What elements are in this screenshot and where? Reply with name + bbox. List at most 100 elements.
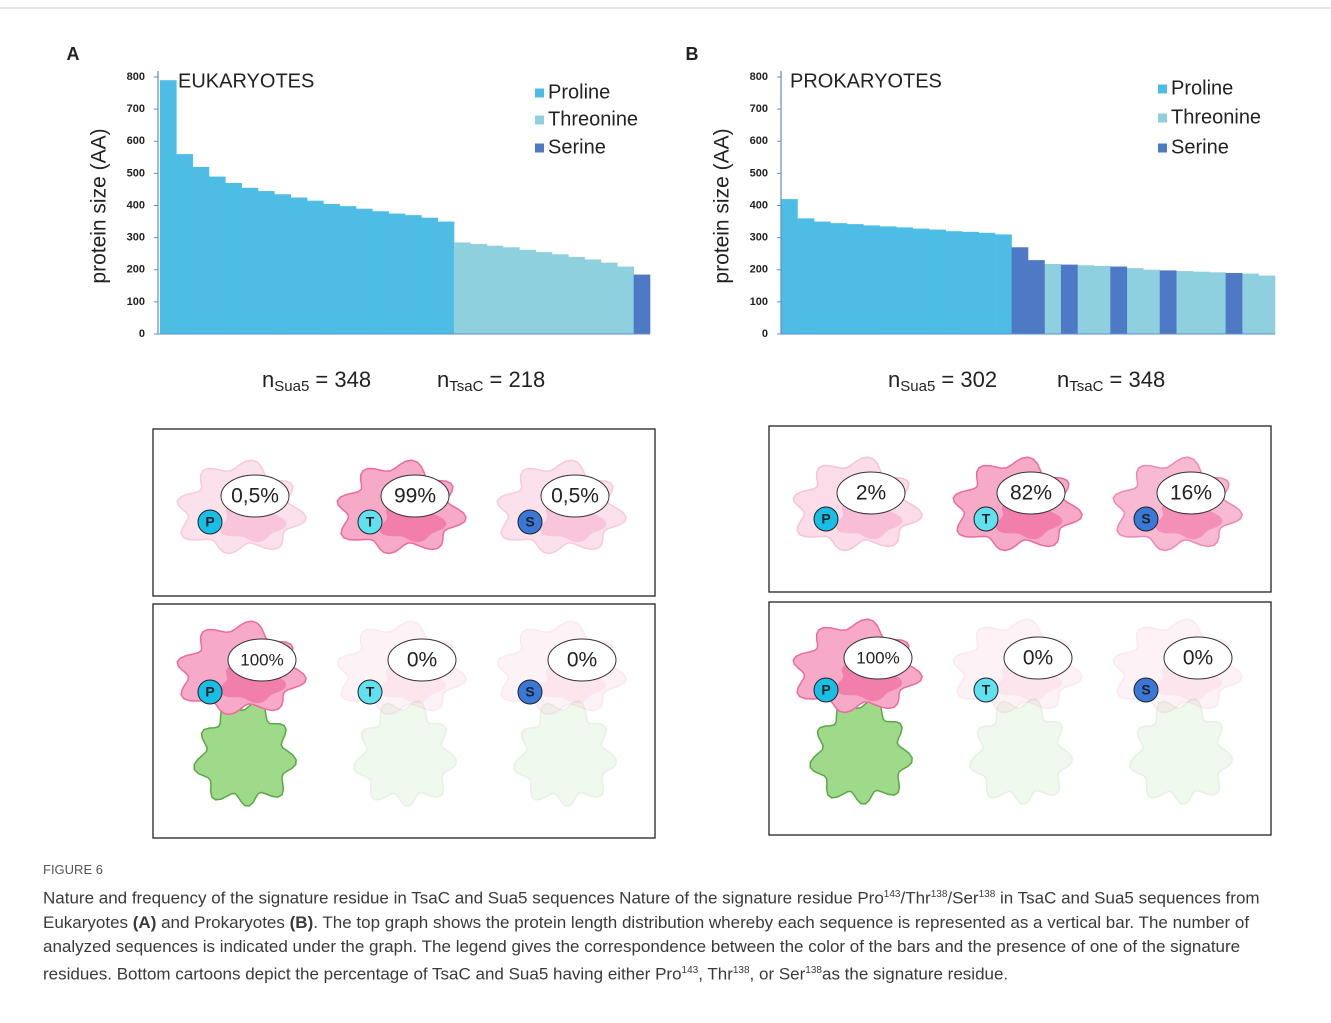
count-subscript: Sua5 (900, 378, 935, 395)
legend-label: Serine (548, 136, 606, 158)
y-tick-label: 600 (750, 135, 768, 147)
caption-segment: , or Ser (750, 964, 806, 983)
bar (421, 218, 438, 334)
count-label: nSua5 = 302 (888, 367, 997, 395)
partner-protein (354, 701, 456, 806)
percent-label: 0% (567, 649, 597, 672)
count-symbol: n (437, 367, 449, 392)
legend-label: Proline (548, 81, 610, 103)
chart-title: PROKARYOTES (790, 70, 942, 92)
y-tick-label: 800 (127, 71, 145, 83)
residue-letter: S (1141, 511, 1150, 527)
bar (568, 257, 585, 334)
count-value: = 348 (309, 367, 371, 392)
bar (1044, 264, 1061, 334)
percent-label: 0,5% (231, 485, 279, 508)
caption-segment: 138 (805, 965, 822, 976)
bar (242, 188, 259, 334)
legend-swatch (535, 144, 544, 153)
bar (634, 275, 651, 334)
bar (797, 218, 814, 334)
residue-letter: T (982, 682, 991, 698)
bar (503, 247, 520, 334)
caption: FIGURE 6 Nature and frequency of the sig… (43, 862, 1298, 986)
residue-letter: T (982, 511, 991, 527)
legend-swatch (1158, 144, 1167, 153)
bar (814, 222, 831, 334)
residue-letter: P (821, 682, 830, 698)
legend-label: Proline (1171, 77, 1233, 99)
legend-label: Threonine (548, 108, 638, 130)
bar (307, 201, 324, 334)
bar (896, 227, 913, 334)
y-tick-label: 0 (139, 328, 145, 340)
legend-swatch (1158, 85, 1167, 94)
bar (274, 194, 291, 334)
caption-segment: Nature and frequency of the signature re… (43, 889, 884, 908)
bar (1176, 271, 1193, 334)
bar (519, 250, 536, 334)
panel-label: A (67, 44, 80, 64)
y-tick-label: 100 (750, 296, 768, 308)
bar (1028, 260, 1045, 334)
y-axis-label: protein size (AA) (711, 128, 734, 283)
residue-letter: S (525, 684, 534, 700)
bar (830, 223, 847, 334)
bar (847, 224, 864, 334)
bar (929, 230, 946, 334)
y-tick-label: 500 (750, 167, 768, 179)
percent-label: 99% (394, 485, 436, 508)
chart-title: EUKARYOTES (178, 70, 314, 92)
bar (209, 177, 226, 334)
caption-segment: (A) (133, 913, 157, 932)
caption-segment: (B) (290, 913, 314, 932)
bar (1160, 270, 1177, 334)
bar (225, 183, 242, 334)
partner-protein (810, 699, 912, 804)
bar (1012, 247, 1029, 334)
legend-swatch (535, 89, 544, 98)
caption-segment: 143 (884, 889, 901, 900)
y-tick-label: 300 (127, 232, 145, 244)
count-value: = 218 (483, 367, 545, 392)
y-tick-label: 700 (127, 103, 145, 115)
page: {"chart_data": [ {"type": "bar", "panel_… (0, 0, 1331, 1023)
bar (946, 231, 963, 334)
count-subscript: TsaC (449, 378, 483, 395)
caption-segment: 138 (979, 889, 996, 900)
legend-swatch (1158, 114, 1167, 123)
percent-label: 0% (407, 649, 437, 672)
bar (323, 204, 340, 334)
caption-segment: , Thr (698, 964, 733, 983)
residue-letter: S (1141, 682, 1150, 698)
percent-label: 2% (856, 482, 886, 505)
bar (1110, 267, 1127, 334)
bar (1143, 270, 1160, 334)
residue-letter: P (205, 684, 214, 700)
bar (1209, 272, 1226, 334)
bar (536, 252, 553, 334)
residue-letter: T (366, 684, 375, 700)
caption-segment: 138 (931, 889, 948, 900)
y-axis-label: protein size (AA) (88, 128, 111, 283)
bar (962, 232, 979, 334)
y-tick-label: 300 (750, 232, 768, 244)
percent-label: 100% (856, 648, 899, 667)
bar (356, 209, 373, 334)
y-tick-label: 800 (750, 71, 768, 83)
bar (1242, 274, 1259, 334)
caption-segment: 143 (682, 965, 699, 976)
bar (995, 234, 1012, 334)
caption-label: FIGURE 6 (43, 862, 1298, 877)
bar (258, 191, 275, 334)
percent-label: 0,5% (551, 485, 599, 508)
count-value: = 302 (935, 367, 997, 392)
bar (291, 197, 308, 334)
bar (601, 263, 618, 334)
count-symbol: n (262, 367, 274, 392)
count-label: nSua5 = 348 (262, 367, 371, 395)
bar (979, 233, 996, 334)
partner-protein (514, 701, 616, 806)
bar (781, 199, 798, 334)
